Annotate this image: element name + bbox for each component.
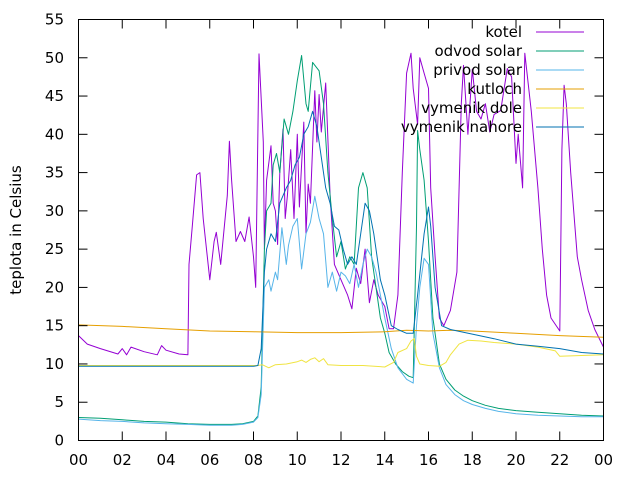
y-tick-label: 40	[45, 125, 64, 143]
legend-item: vymenik nahore	[401, 118, 584, 136]
series-line-kotel	[78, 52, 604, 356]
x-tick-label: 00	[69, 451, 88, 469]
legend-label: privod solar	[433, 61, 523, 79]
series-line-vymenik-dole	[78, 338, 604, 369]
y-axis-label: teplota in Celsius	[7, 165, 25, 295]
x-tick-label: 12	[331, 451, 350, 469]
legend-item: kotel	[485, 23, 584, 41]
x-tick-label: 00	[594, 451, 613, 469]
legend-label: odvod solar	[434, 42, 522, 60]
y-tick-label: 10	[45, 355, 64, 373]
legend-label: vymenik dole	[421, 99, 522, 117]
y-tick-label: 0	[54, 432, 64, 450]
y-tick-label: 45	[45, 87, 64, 105]
legend-item: odvod solar	[434, 42, 584, 60]
x-tick-label: 22	[550, 451, 569, 469]
y-tick-label: 50	[45, 49, 64, 67]
x-tick-label: 08	[244, 451, 263, 469]
y-tick-label: 55	[45, 11, 64, 29]
series-line-vymenik-nahore	[78, 110, 604, 367]
tick-layer: 0 5 10 15 20 25 30 35 40 45 50 55 00 02 04 06 08 10 12 14 16…	[45, 11, 613, 470]
legend-item: kutloch	[467, 80, 584, 98]
y-tick-label: 20	[45, 278, 64, 296]
series-line-kutloch	[78, 324, 604, 338]
y-tick-label: 25	[45, 240, 64, 258]
legend-item: privod solar	[433, 61, 584, 79]
x-tick-label: 20	[506, 451, 525, 469]
x-tick-label: 14	[375, 451, 394, 469]
x-tick-label: 16	[419, 451, 438, 469]
series-layer	[78, 52, 604, 426]
y-tick-label: 5	[54, 393, 64, 411]
x-tick-label: 18	[463, 451, 482, 469]
y-tick-label: 35	[45, 164, 64, 182]
x-tick-label: 10	[288, 451, 307, 469]
x-tick-label: 04	[156, 451, 175, 469]
y-tick-label: 15	[45, 317, 64, 335]
x-tick-label: 06	[200, 451, 219, 469]
legend-label: kutloch	[467, 80, 522, 98]
y-tick-label: 30	[45, 202, 64, 220]
legend-item: vymenik dole	[421, 99, 584, 117]
x-tick-label: 02	[113, 451, 132, 469]
legend-label: kotel	[485, 23, 522, 41]
series-line-odvod-solar	[78, 55, 604, 425]
series-line-privod-solar	[78, 195, 604, 426]
legend-label: vymenik nahore	[401, 118, 522, 136]
